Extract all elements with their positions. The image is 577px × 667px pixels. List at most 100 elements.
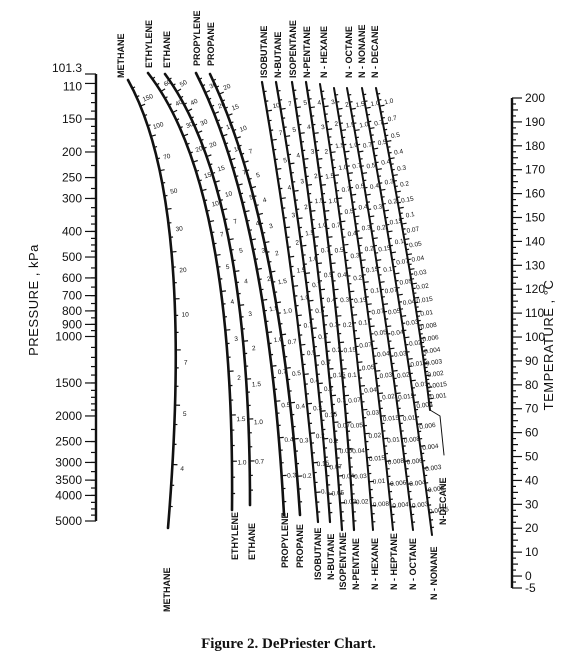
k-scale-tick (346, 267, 352, 269)
k-scale-tick (404, 336, 410, 339)
k-scale-tick (399, 212, 403, 215)
temperature-tick-label: 70 (525, 402, 539, 416)
k-scale-tick (246, 219, 250, 222)
depriester-chart: 101.311015020025030040050060070080090010… (26, 10, 556, 612)
k-scale-n-butane: 754321.51.00.70.50.40.30.20.150.10.070.0… (274, 80, 345, 524)
k-scale-tick (379, 281, 385, 284)
k-scale-tick (208, 97, 212, 101)
k-value-label: 0.5 (307, 349, 317, 357)
pressure-tick-label: 200 (62, 145, 82, 159)
k-scale-tick (380, 414, 386, 417)
k-scale-tick (369, 215, 375, 218)
k-scale-tick (300, 343, 306, 346)
k-value-label: 0.4 (381, 158, 391, 167)
k-value-label: 5 (283, 157, 288, 165)
k-value-label: 1.5 (345, 121, 355, 129)
k-scale-tick (219, 126, 223, 130)
k-value-label: 10 (233, 145, 242, 154)
k-scale-line (319, 83, 374, 531)
k-scale-tick (381, 116, 385, 119)
k-scale-tick (364, 100, 368, 103)
k-value-label: 4 (255, 220, 260, 228)
k-scale-tick (405, 243, 409, 246)
k-scale-tick (214, 180, 220, 183)
compound-bottom-label: N-DECANE (438, 477, 448, 525)
k-value-label: 0.07 (337, 422, 351, 430)
pressure-tick-label: 700 (62, 289, 82, 303)
k-value-label: 0.0015 (429, 506, 450, 516)
temperature-tick-label: 140 (525, 234, 545, 248)
k-value-label: 5 (303, 99, 308, 107)
k-scale-tick (330, 151, 336, 154)
k-value-label: 0.2 (388, 198, 398, 206)
k-scale-tick (353, 122, 357, 125)
k-scale-tick (352, 314, 358, 316)
temperature-axis: -50 10 20 30 40 50 60 70 80 90 100 110 120 130 140 150 1… (510, 91, 556, 595)
k-scale-tick (388, 483, 394, 485)
k-scale-tick (153, 145, 158, 148)
k-scale-tick (228, 238, 234, 241)
k-value-label: 0.05 (350, 422, 364, 430)
k-value-label: 0.04 (402, 298, 416, 307)
k-scale-tick (164, 96, 168, 99)
k-scale-tick (257, 212, 264, 216)
k-value-label: 0.004 (422, 443, 439, 452)
k-scale-tick (136, 95, 140, 98)
k-scale-tick (304, 272, 311, 275)
k-value-label: 0.015 (383, 414, 400, 423)
k-value-label: 20 (195, 145, 205, 154)
k-value-label: 0.03 (394, 350, 408, 359)
k-scale-tick (250, 185, 257, 189)
pressure-tick-label: 4000 (55, 488, 82, 502)
k-scale-tick (201, 188, 207, 192)
k-value-label: 0.4 (326, 296, 336, 304)
k-scale-tick (195, 169, 200, 172)
k-scale-tick (172, 83, 176, 87)
k-scale-tick (375, 369, 381, 372)
k-scale-tick (407, 357, 413, 360)
k-value-label: 0.2 (343, 321, 353, 329)
k-scale-tick (322, 315, 328, 317)
k-scale-tick (314, 354, 320, 357)
k-scale-tick (398, 206, 404, 209)
k-value-label: 5 (183, 411, 187, 418)
temperature-tick-label: 160 (525, 187, 545, 201)
k-value-label: 0.03 (354, 473, 368, 481)
k-scale-tick (159, 169, 165, 172)
k-value-label: 0.4 (347, 230, 357, 238)
compound-top-label: N - HEXANE (319, 26, 329, 78)
k-scale-tick (355, 136, 359, 139)
k-scale-tick (371, 141, 376, 143)
k-scale-tick (401, 315, 407, 317)
k-value-label: 0.006 (406, 457, 423, 466)
k-value-scales: 1501007050302010754604030201510754321.51… (126, 71, 450, 536)
k-scale-tick (319, 288, 326, 291)
k-scale-tick (422, 349, 428, 352)
k-value-label: 20 (209, 140, 219, 149)
k-value-label: 0.15 (401, 195, 415, 204)
pressure-tick-label: 3000 (55, 455, 82, 469)
k-scale-tick (272, 281, 276, 283)
k-value-label: 0.01 (420, 309, 434, 318)
k-value-label: 0.05 (387, 308, 401, 317)
k-value-label: 0.3 (373, 203, 383, 211)
k-value-label: 0.008 (416, 401, 433, 410)
compound-bottom-label: N-PENTANE (351, 538, 361, 590)
k-scale-tick (209, 220, 215, 223)
k-scale-tick (271, 138, 277, 141)
k-scale-tick (386, 325, 392, 328)
k-value-label: 0.2 (364, 245, 374, 253)
k-value-label: 0.3 (350, 252, 360, 260)
k-value-label: 0.003 (412, 501, 429, 510)
k-scale-tick (348, 93, 352, 96)
k-value-label: 3 (321, 124, 326, 131)
pressure-tick-label: 150 (62, 112, 82, 126)
k-scale-tick (244, 210, 250, 213)
k-scale-tick (156, 82, 160, 86)
k-scale-line (194, 71, 286, 517)
compound-top-label: METHANE (116, 34, 126, 79)
k-scale-tick (409, 268, 415, 271)
pressure-axis-title: PRESSURE , kPa (26, 244, 41, 356)
k-scale-tick (387, 230, 393, 233)
